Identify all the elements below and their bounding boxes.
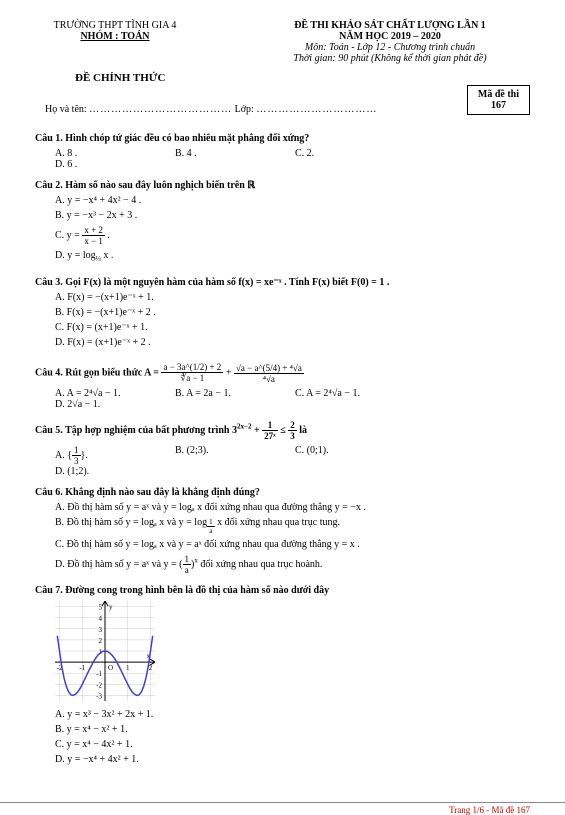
q6-opt-d: D. Đồ thị hàm số y = aˣ và y = (1a)x đối… — [55, 554, 530, 575]
question-5: Câu 5. Tập hợp nghiệm của bất phương trì… — [35, 420, 530, 441]
q4-opt-d: D. 2√a − 1. — [55, 399, 175, 410]
svg-text:5: 5 — [99, 603, 103, 611]
q3-options: A. F(x) = −(x+1)e⁻ˣ + 1. B. F(x) = −(x+1… — [55, 292, 530, 352]
q4-opt-b: B. A = 2a − 1. — [175, 388, 295, 399]
question-3: Câu 3. Gọi F(x) là một nguyên hàm của hà… — [35, 277, 530, 288]
class-label: Lớp: — [235, 104, 254, 115]
svg-text:-2: -2 — [96, 681, 102, 689]
q2-opt-a: A. y = −x⁴ + 4x² − 4 . — [55, 195, 295, 206]
q7-opt-d: D. y = −x⁴ + 4x² + 1. — [55, 754, 295, 765]
exam-title: ĐỀ THI KHẢO SÁT CHẤT LƯỢNG LẦN 1 — [250, 20, 530, 31]
exam-subject: Môn: Toán - Lớp 12 - Chương trình chuẩn — [250, 42, 530, 53]
exam-year: NĂM HỌC 2019 – 2020 — [250, 31, 530, 42]
svg-text:2: 2 — [149, 664, 153, 672]
official-label: ĐỀ CHÍNH THỨC — [75, 72, 530, 84]
name-dots: ………………………………… — [89, 104, 232, 115]
q3-opt-d: D. F(x) = (x+1)e⁻ˣ + 2 . — [55, 337, 295, 348]
q5-options: A. {13}. B. (2;3). C. (0;1). D. (1;2). — [55, 445, 530, 477]
school-name: TRƯỜNG THPT TĨNH GIA 4 — [35, 20, 195, 31]
exam-code-box: Mã đề thi 167 — [467, 85, 530, 115]
q7-options: A. y = x³ − 3x² + 2x + 1. B. y = x⁴ − x²… — [55, 709, 530, 769]
exam-time: Thời gian: 90 phút (Không kể thời gian p… — [250, 53, 530, 64]
q7-graph: -2-112-3-2-112345xyO — [55, 601, 530, 704]
svg-text:O: O — [108, 664, 113, 672]
q2-opt-b: B. y = −x³ − 2x + 3 . — [55, 210, 295, 221]
question-2: Câu 2. Hàm số nào sau đây luôn nghịch bi… — [35, 180, 530, 191]
q3-opt-a: A. F(x) = −(x+1)e⁻ˣ + 1. — [55, 292, 295, 303]
q7-opt-c: C. y = x⁴ − 4x² + 1. — [55, 739, 295, 750]
q5-opt-a: A. {13}. — [55, 445, 175, 466]
q1-options: A. 8 . B. 4 . C. 2. D. 6 . — [55, 148, 530, 170]
svg-text:1: 1 — [126, 664, 130, 672]
q2-options: A. y = −x⁴ + 4x² − 4 . B. y = −x³ − 2x +… — [55, 195, 530, 267]
q1-opt-b: B. 4 . — [175, 148, 295, 159]
svg-text:y: y — [109, 603, 113, 611]
svg-text:-3: -3 — [96, 692, 102, 700]
question-4: Câu 4. Rút gọn biểu thức A = a − 3a^(1/2… — [35, 362, 530, 384]
svg-text:2: 2 — [99, 637, 103, 645]
svg-text:-1: -1 — [96, 670, 102, 678]
svg-text:3: 3 — [99, 626, 103, 634]
header-left: TRƯỜNG THPT TĨNH GIA 4 NHÓM : TOÁN — [35, 20, 195, 64]
graph-svg: -2-112-3-2-112345xyO — [55, 601, 155, 701]
question-6: Câu 6. Khẳng định nào sau đây là khẳng đ… — [35, 487, 530, 498]
code-value: 167 — [478, 100, 519, 111]
q5-opt-b: B. (2;3). — [175, 445, 295, 466]
q6-opt-c: C. Đồ thị hàm số y = logₐ x và y = aˣ đố… — [55, 539, 530, 550]
class-dots: …………………………… — [256, 104, 377, 115]
name-label: Họ và tên: — [45, 104, 87, 115]
q6-opt-a: A. Đồ thị hàm số y = aˣ và y = logₐ x đố… — [55, 502, 530, 513]
group-name: NHÓM : TOÁN — [35, 31, 195, 42]
q3-opt-b: B. F(x) = −(x+1)e⁻ˣ + 2 . — [55, 307, 295, 318]
q7-opt-a: A. y = x³ − 3x² + 2x + 1. — [55, 709, 295, 720]
q1-opt-a: A. 8 . — [55, 148, 175, 159]
question-1: Câu 1. Hình chóp tứ giác đều có bao nhiê… — [35, 133, 530, 144]
page-footer: Trang 1/6 - Mã đề 167 — [0, 802, 565, 815]
exam-page: TRƯỜNG THPT TĨNH GIA 4 NHÓM : TOÁN ĐỀ TH… — [0, 0, 565, 782]
q4-opt-a: A. A = 2⁴√a − 1. — [55, 388, 175, 399]
q1-opt-d: D. 6 . — [55, 159, 175, 170]
q1-opt-c: C. 2. — [295, 148, 415, 159]
svg-text:-1: -1 — [79, 664, 85, 672]
q4-opt-c: C. A = 2⁴√a − 1. — [295, 388, 415, 399]
q3-opt-c: C. F(x) = (x+1)e⁻ˣ + 1. — [55, 322, 295, 333]
q2-opt-c: C. y = x + 2x − 1 . — [55, 225, 295, 246]
header: TRƯỜNG THPT TĨNH GIA 4 NHÓM : TOÁN ĐỀ TH… — [35, 20, 530, 64]
q2-opt-d: D. y = log⅓ x . — [55, 250, 295, 263]
q5-opt-d: D. (1;2). — [55, 466, 175, 477]
q6-opt-b: B. Đồ thị hàm số y = logₐ x và y = log1a… — [55, 517, 530, 535]
question-7: Câu 7. Đường cong trong hình bên là đồ t… — [35, 585, 530, 596]
header-right: ĐỀ THI KHẢO SÁT CHẤT LƯỢNG LẦN 1 NĂM HỌC… — [250, 20, 530, 64]
q5-opt-c: C. (0;1). — [295, 445, 415, 466]
q7-opt-b: B. y = x⁴ − x² + 1. — [55, 724, 295, 735]
code-label: Mã đề thi — [478, 89, 519, 100]
name-row: Họ và tên: ………………………………… Lớp: …………………………… — [45, 104, 530, 115]
svg-text:4: 4 — [99, 615, 103, 623]
q4-options: A. A = 2⁴√a − 1. B. A = 2a − 1. C. A = 2… — [55, 388, 530, 410]
